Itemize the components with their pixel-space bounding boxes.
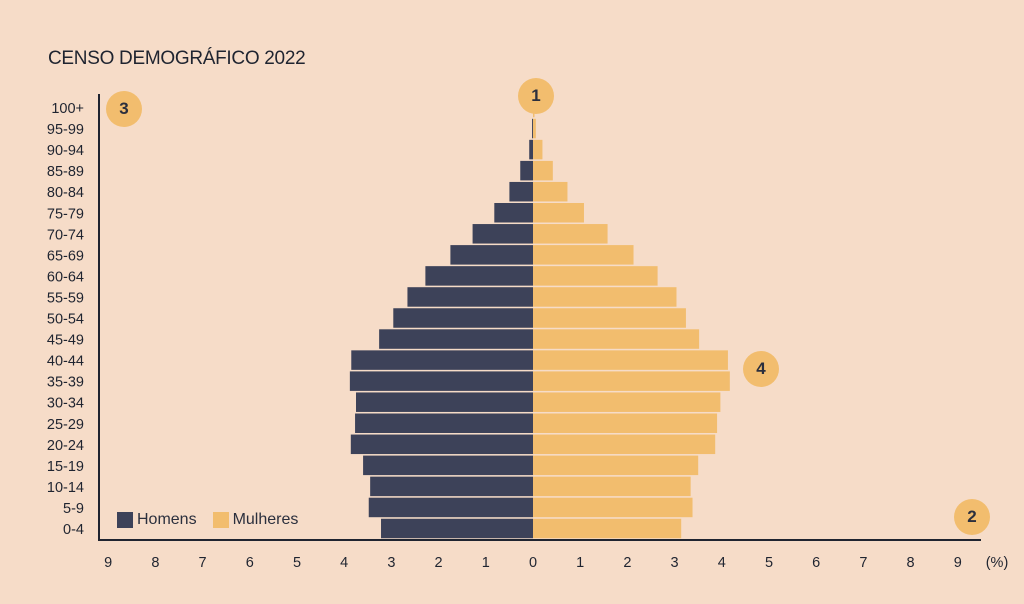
y-tick-label: 65-69 <box>47 248 84 264</box>
bar-homens-40-44 <box>351 350 533 370</box>
x-tick-label: 3 <box>387 555 395 571</box>
y-tick-label: 10-14 <box>47 480 84 496</box>
bar-mulheres-0-4 <box>533 518 682 539</box>
bar-mulheres-85-89 <box>533 160 553 181</box>
y-tick-label: 5-9 <box>63 501 84 517</box>
x-tick-label: 8 <box>151 555 159 571</box>
bar-mulheres-75-79 <box>533 203 584 223</box>
legend-label-mulheres: Mulheres <box>232 511 299 528</box>
bar-homens-85-89 <box>520 160 533 181</box>
bar-mulheres-50-54 <box>533 308 686 328</box>
y-tick-label: 60-64 <box>47 269 84 285</box>
x-tick-label: 4 <box>340 555 348 571</box>
bar-homens-95-99 <box>532 118 533 139</box>
x-tick-label: 2 <box>435 555 443 571</box>
y-tick-label: 25-29 <box>47 417 84 433</box>
bar-mulheres-35-39 <box>533 371 730 391</box>
bar-mulheres-15-19 <box>533 455 699 476</box>
bar-homens-10-14 <box>370 476 533 497</box>
x-tick-label: 8 <box>907 555 915 571</box>
y-tick-label: 70-74 <box>47 227 84 243</box>
y-tick-label: 85-89 <box>47 164 84 180</box>
bar-mulheres-65-69 <box>533 245 634 265</box>
chart-legend: Homens Mulheres <box>117 511 306 529</box>
y-tick-label: 95-99 <box>47 122 84 138</box>
x-tick-label: 7 <box>199 555 207 571</box>
bar-homens-50-54 <box>393 308 533 328</box>
y-tick-label: 50-54 <box>47 312 84 328</box>
y-tick-label: 75-79 <box>47 206 84 222</box>
x-tick-label: 4 <box>718 555 726 571</box>
x-tick-label: 5 <box>293 555 301 571</box>
y-tick-label: 80-84 <box>47 185 84 201</box>
x-tick-label: 7 <box>859 555 867 571</box>
bar-mulheres-70-74 <box>533 224 608 244</box>
bar-mulheres-30-34 <box>533 392 721 412</box>
x-tick-label: 9 <box>104 555 112 571</box>
bar-homens-5-9 <box>368 497 533 518</box>
legend-item-homens: Homens <box>117 511 197 529</box>
bar-homens-55-59 <box>407 287 533 307</box>
y-tick-label: 35-39 <box>47 375 84 391</box>
bar-homens-20-24 <box>350 434 533 455</box>
bar-homens-65-69 <box>450 245 533 265</box>
y-tick-label: 15-19 <box>47 459 84 475</box>
x-tick-label: 3 <box>671 555 679 571</box>
y-tick-label: 100+ <box>51 101 84 117</box>
bar-homens-70-74 <box>472 224 533 244</box>
bar-homens-80-84 <box>509 181 533 202</box>
x-tick-label: 6 <box>812 555 820 571</box>
bar-homens-45-49 <box>379 329 533 349</box>
bar-mulheres-25-29 <box>533 413 718 433</box>
legend-swatch-homens <box>117 512 133 528</box>
legend-swatch-mulheres <box>212 512 229 528</box>
chart-title: CENSO DEMOGRÁFICO 2022 <box>48 48 306 69</box>
bar-homens-60-64 <box>425 266 533 286</box>
x-tick-label: 6 <box>246 555 254 571</box>
bar-mulheres-80-84 <box>533 181 568 202</box>
x-axis-unit: (%) <box>986 555 1009 571</box>
bar-mulheres-55-59 <box>533 287 677 307</box>
bar-mulheres-60-64 <box>533 266 658 286</box>
bar-homens-30-34 <box>356 392 533 412</box>
x-tick-label: 5 <box>765 555 773 571</box>
legend-item-mulheres: Mulheres <box>212 511 299 529</box>
bar-homens-35-39 <box>349 371 533 391</box>
y-tick-label: 45-49 <box>47 333 84 349</box>
annotation-badge-1: 1 <box>518 78 554 114</box>
x-tick-label: 2 <box>623 555 631 571</box>
annotation-badge-3: 3 <box>106 91 142 127</box>
bar-homens-75-79 <box>494 203 533 223</box>
y-tick-label: 20-24 <box>47 438 84 454</box>
bar-homens-0-4 <box>381 518 533 539</box>
bar-homens-15-19 <box>363 455 533 476</box>
legend-label-homens: Homens <box>137 511 197 528</box>
bar-mulheres-95-99 <box>533 118 536 139</box>
y-tick-label: 40-44 <box>47 354 84 370</box>
y-tick-label: 55-59 <box>47 290 84 306</box>
annotation-badge-4: 4 <box>743 351 779 387</box>
x-tick-label: 1 <box>482 555 490 571</box>
bar-mulheres-10-14 <box>533 476 691 497</box>
x-tick-label: 0 <box>529 555 537 571</box>
y-tick-label: 30-34 <box>47 396 84 412</box>
bar-mulheres-5-9 <box>533 497 693 518</box>
x-tick-label: 9 <box>954 555 962 571</box>
annotation-badge-2: 2 <box>954 499 990 535</box>
bar-homens-25-29 <box>355 413 533 433</box>
bar-homens-90-94 <box>529 139 533 160</box>
y-tick-label: 0-4 <box>63 522 84 538</box>
bar-mulheres-45-49 <box>533 329 700 349</box>
y-tick-label: 90-94 <box>47 143 84 159</box>
bar-mulheres-20-24 <box>533 434 716 455</box>
x-tick-label: 1 <box>576 555 584 571</box>
bar-mulheres-40-44 <box>533 350 728 370</box>
bar-mulheres-90-94 <box>533 139 543 160</box>
